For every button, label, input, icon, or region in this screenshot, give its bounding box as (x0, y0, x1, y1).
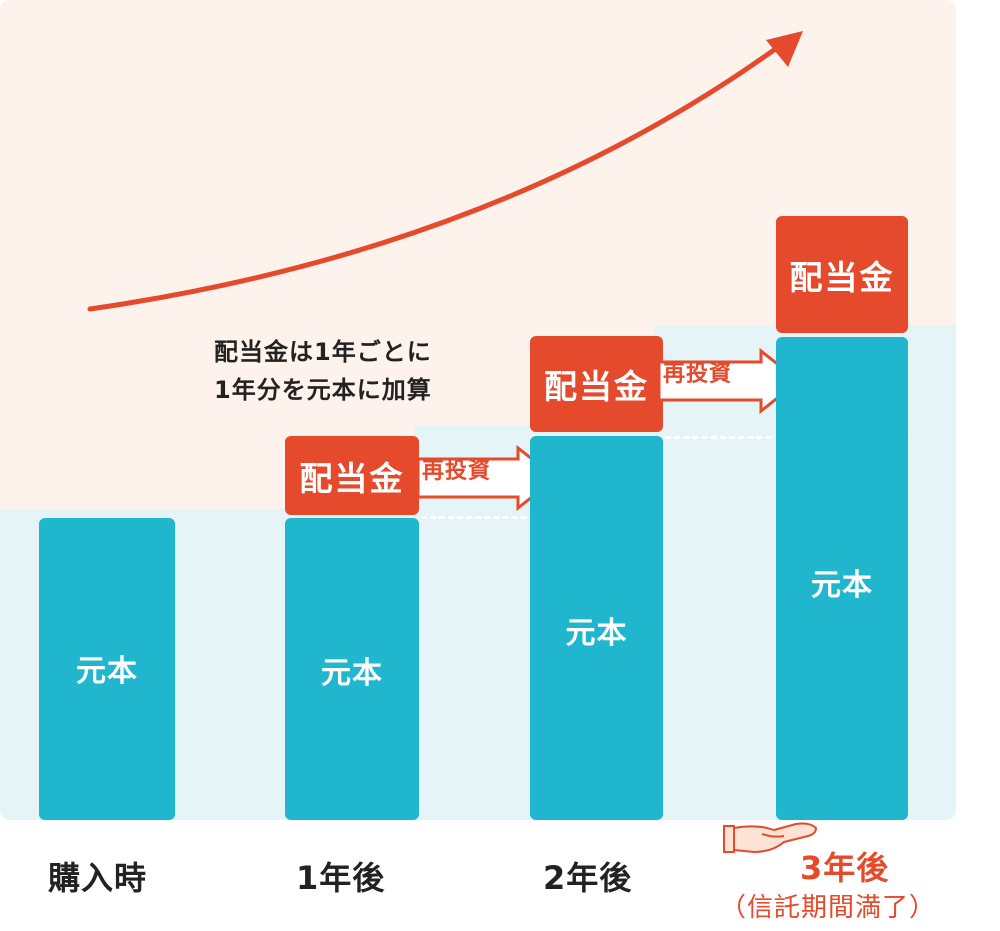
reinvest-label: 再投資 (422, 459, 492, 484)
principal-label: 元本 (76, 654, 138, 689)
period-label-purchase: 購入時 (48, 859, 148, 897)
period-label-year-2: 2年後 (543, 859, 633, 897)
reinvest-arrow-year-2: 再投資 (657, 347, 805, 415)
period-label-year-1: 1年後 (296, 859, 386, 897)
dividend-box-year-1: 配当金 (285, 436, 419, 515)
note-line-2: 1年分を元本に加算 (214, 376, 432, 404)
principal-bar-year-1: 元本 (285, 518, 419, 820)
dividend-box-year-2: 配当金 (530, 336, 663, 432)
principal-label: 元本 (321, 656, 383, 691)
trust-term-end-note: （信託期間満了） (720, 893, 937, 923)
open-hand-icon (723, 822, 817, 853)
principal-bar-purchase: 元本 (39, 518, 175, 820)
principal-label: 元本 (811, 568, 873, 603)
principal-bar-year-2: 元本 (530, 436, 663, 820)
principal-label: 元本 (565, 616, 628, 651)
period-label-year-3: 3年後 (800, 849, 890, 887)
dividend-box-year-3: 配当金 (776, 216, 908, 333)
note-line-1: 配当金は1年ごとに (214, 338, 432, 366)
dashed-level-line-1 (421, 516, 635, 519)
reinvest-label: 再投資 (663, 362, 733, 387)
principal-bar-year-3: 元本 (776, 337, 908, 820)
explanation-note: 配当金は1年ごとに 1年分を元本に加算 (214, 333, 432, 409)
